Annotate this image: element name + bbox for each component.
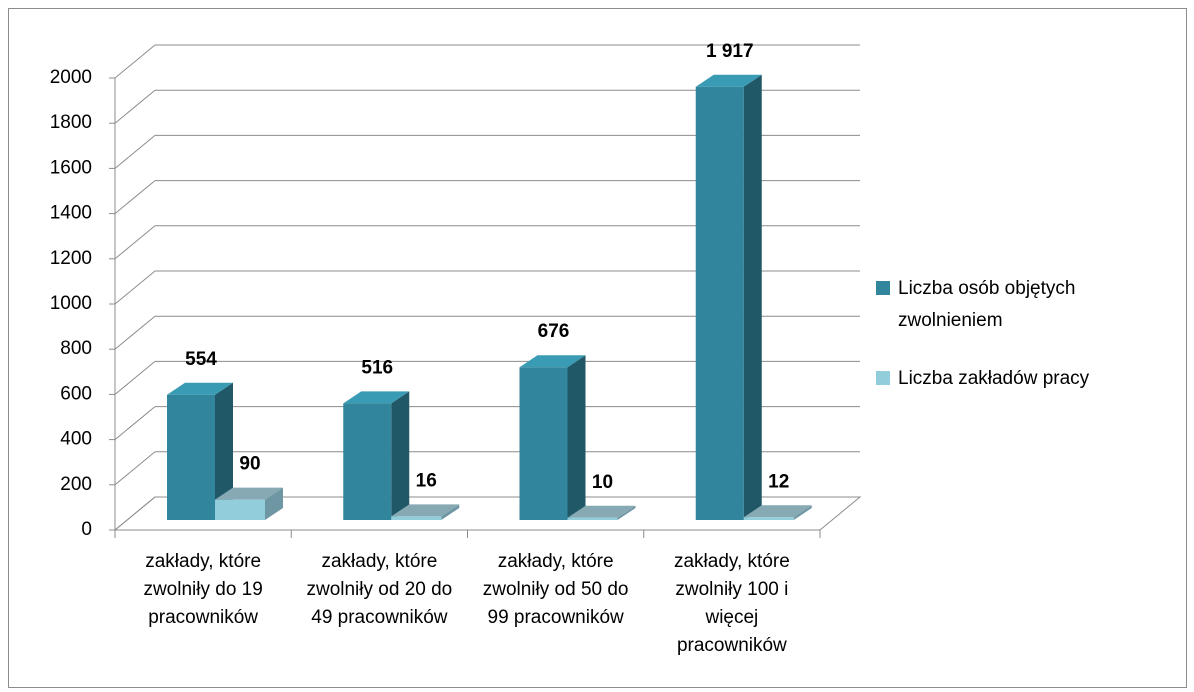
bar-face [343,403,392,520]
legend-label: Liczba zakładów pracy [898,368,1090,389]
bar-face [519,355,586,368]
bar [567,505,636,520]
bar [519,355,586,520]
bar [743,505,812,520]
bar [215,487,283,520]
bar-face [567,355,586,520]
bar-face [391,516,442,520]
grid-line [114,89,156,124]
bar-face [441,504,460,520]
chart-frame [8,8,1187,688]
bar-face [391,391,410,520]
data-label: 1 917 [706,41,754,62]
bar-face [743,74,762,521]
data-label: 12 [768,471,789,492]
bar-face [617,505,636,520]
data-label: 90 [239,454,260,475]
grid-line [114,315,156,350]
y-tick-label: 1400 [50,203,92,224]
grid-line [114,361,156,395]
y-tick-label: 1000 [50,293,92,314]
data-label: 676 [538,321,570,342]
grid-line [114,180,156,214]
y-tick-label: 1600 [50,157,92,178]
y-tick-label: 2000 [50,67,92,88]
bar-face [695,86,744,521]
bar-face [567,517,618,520]
data-label: 516 [361,357,393,378]
x-tick-label: zakłady, które zwolniły 100 i więcej pra… [673,551,790,656]
bar-face [519,367,568,520]
data-label: 10 [592,472,613,493]
legend-label: Liczba osób objętych zwolnieniem [898,278,1076,331]
legend-swatch [876,371,890,385]
bar [167,382,233,520]
bar-face [167,382,233,395]
y-tick-label: 1200 [50,248,92,269]
bar-face [391,504,460,517]
bar-face [215,487,283,500]
bar [391,504,460,520]
grid-line [114,496,156,531]
grid-line [114,406,156,440]
legend-swatch [876,281,890,295]
x-tick-label: zakłady, które zwolniły od 50 do 99 prac… [482,551,629,628]
x-tick-label: zakłady, które zwolniły do 19 pracownikó… [143,551,263,628]
bar [343,391,410,520]
bar-face [215,382,233,520]
bar-face [215,499,265,520]
y-tick-label: 400 [60,429,92,450]
bar-face [695,74,762,87]
bar-face [167,394,215,520]
y-tick-label: 600 [60,383,92,404]
data-label: 16 [416,470,437,491]
bar-face [793,505,812,520]
grid-line [114,225,156,260]
grid-line [114,270,156,305]
y-tick-label: 1800 [50,112,92,133]
bar [695,74,762,521]
y-tick-label: 800 [60,338,92,359]
y-tick-label: 0 [81,519,92,540]
bar-face [343,391,410,404]
grid-line [114,135,156,169]
y-tick-label: 200 [60,474,92,495]
bar-face [743,505,812,518]
bar-face [567,505,636,518]
bar-face [265,487,283,520]
bar-face [743,517,794,520]
grid-line [114,44,156,79]
x-tick-label: zakłady, które zwolniły od 20 do 49 prac… [306,551,453,628]
grid-line [114,451,156,486]
data-label: 554 [185,349,217,370]
